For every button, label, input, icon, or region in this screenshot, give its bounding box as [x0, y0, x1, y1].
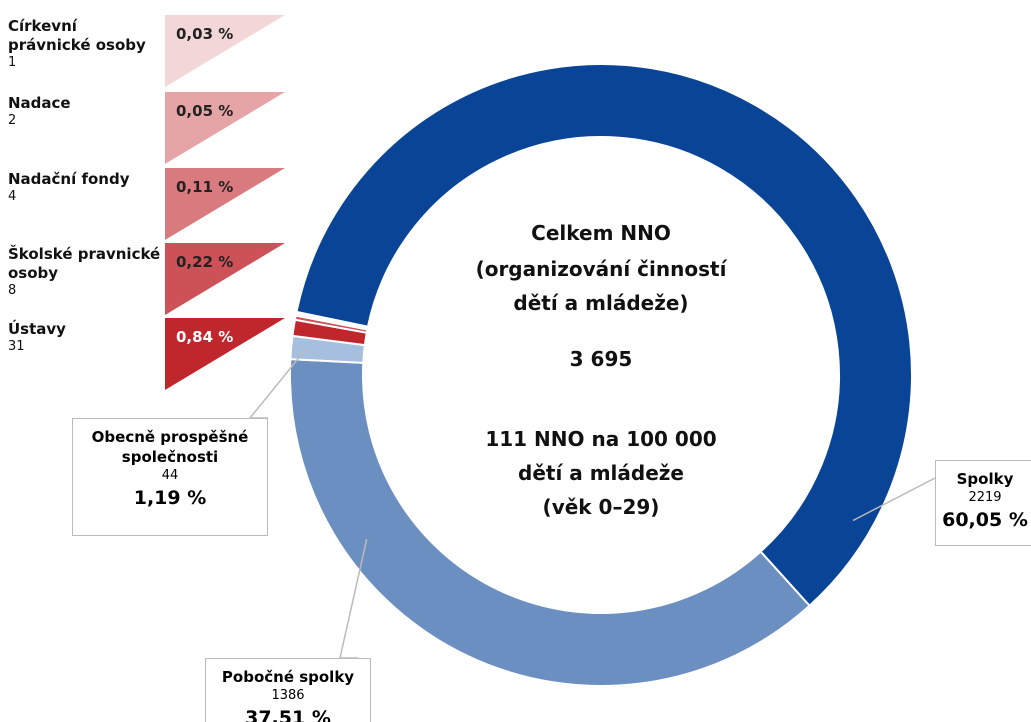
percent-label: 0,11 % — [176, 178, 234, 196]
category-label: Spolky — [956, 470, 1014, 488]
category-label: Nadační fondy — [8, 170, 130, 188]
donut-segment — [295, 63, 913, 608]
count-label: 44 — [161, 468, 179, 483]
percent-label: 0,05 % — [176, 102, 234, 120]
center-text: Celkem NNO — [531, 221, 671, 245]
percent-label: 60,05 % — [942, 509, 1028, 531]
percent-label: 37,51 % — [245, 707, 331, 722]
count-label: 4 — [8, 189, 17, 204]
legend-triangle — [165, 243, 285, 315]
percent-label: 1,19 % — [133, 487, 207, 509]
percent-label: 0,22 % — [176, 253, 234, 271]
category-label: Církevní právnické osoby — [8, 17, 146, 54]
legend-entry: Ústavy 31 — [8, 320, 163, 354]
percent-label: 0,84 % — [176, 328, 234, 346]
category-label: Obecně prospěšné společnosti — [91, 428, 249, 466]
count-label: 8 — [8, 283, 17, 298]
legend-entry: Církevní právnické osoby 1 — [8, 17, 163, 70]
category-label: Nadace — [8, 94, 71, 112]
callout-box: Pobočné spolky 1386 37,51 % — [205, 658, 371, 722]
center-text: 3 695 — [570, 347, 633, 371]
legend-triangle — [165, 168, 285, 240]
donut-segment — [295, 310, 370, 329]
category-label: Pobočné spolky — [221, 668, 355, 686]
center-text: dětí a mládeže — [518, 461, 684, 485]
center-text: dětí a mládeže) — [513, 291, 688, 315]
callout-box: Obecně prospěšné společnosti 44 1,19 % — [72, 418, 268, 536]
count-label: 1386 — [271, 688, 305, 703]
count-label: 31 — [8, 339, 25, 354]
legend-triangle — [165, 92, 285, 164]
count-label: 2219 — [968, 490, 1002, 505]
donut-segment — [289, 358, 811, 687]
callout-box: Spolky 2219 60,05 % — [935, 460, 1031, 546]
callout-line — [852, 477, 936, 522]
percent-label: 0,03 % — [176, 25, 234, 43]
category-label: Školské pravnické osoby — [8, 245, 161, 282]
center-text: 111 NNO na 100 000 — [485, 427, 716, 451]
count-label: 2 — [8, 113, 17, 128]
legend-entry: Školské pravnické osoby 8 — [8, 245, 163, 298]
center-text: (organizování činností — [476, 257, 728, 281]
legend-triangle — [165, 318, 285, 390]
center-text: (věk 0–29) — [543, 495, 660, 519]
category-label: Ústavy — [8, 320, 66, 338]
legend-triangle — [165, 15, 285, 87]
legend-entry: Nadační fondy 4 — [8, 170, 163, 204]
legend-entry: Nadace 2 — [8, 94, 163, 128]
count-label: 1 — [8, 55, 17, 70]
